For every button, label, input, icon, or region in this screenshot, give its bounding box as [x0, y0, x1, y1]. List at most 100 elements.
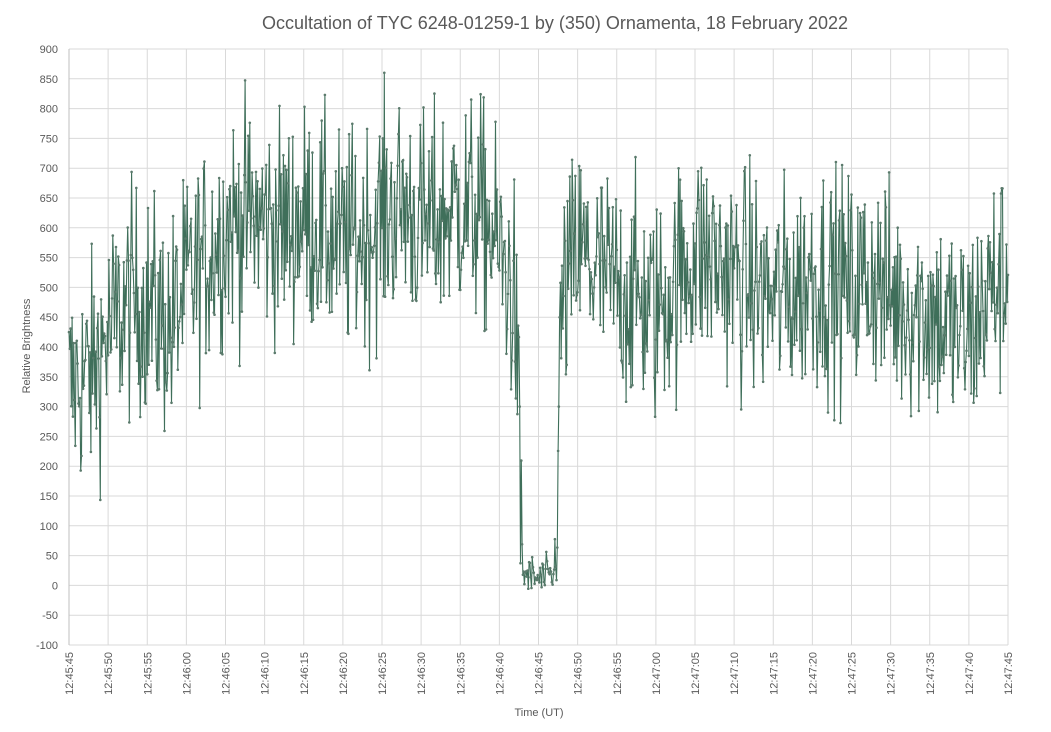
data-point [748, 154, 752, 157]
data-point [692, 222, 695, 225]
data-point [397, 132, 400, 136]
data-point [482, 96, 486, 99]
data-point [958, 333, 961, 337]
data-point [787, 305, 791, 309]
data-point [380, 226, 384, 230]
data-point [851, 249, 854, 252]
data-point [1005, 300, 1009, 304]
data-point [647, 299, 651, 302]
data-point [299, 200, 302, 203]
data-point [318, 141, 322, 144]
data-point [333, 258, 337, 262]
y-axis-label: Relative Brightness [21, 298, 33, 393]
data-point [289, 235, 293, 238]
data-point [193, 245, 197, 248]
data-point [875, 326, 878, 330]
data-point [217, 176, 221, 180]
data-point [370, 246, 374, 249]
data-point [594, 273, 597, 277]
data-point [709, 278, 712, 281]
data-point [707, 214, 711, 218]
data-point [455, 187, 459, 191]
data-point [526, 569, 529, 572]
data-point [553, 537, 557, 541]
data-point [282, 153, 285, 157]
data-point [691, 332, 694, 336]
data-point [445, 234, 449, 238]
data-point [603, 259, 607, 262]
data-point [883, 190, 887, 193]
data-point [540, 585, 543, 589]
data-point [171, 214, 175, 218]
data-point [923, 356, 926, 359]
data-point [462, 256, 465, 260]
data-point [210, 298, 213, 302]
data-point [952, 277, 956, 280]
data-point [498, 269, 501, 272]
data-point [191, 288, 194, 291]
data-point [520, 459, 523, 462]
data-point [421, 241, 425, 245]
data-point [460, 251, 464, 255]
y-tick-label: 850 [40, 74, 58, 86]
y-tick-label: 150 [40, 491, 58, 503]
data-point [1005, 243, 1008, 246]
data-point [184, 237, 187, 240]
data-point [72, 341, 75, 345]
data-point [365, 127, 369, 131]
data-point [656, 273, 660, 276]
data-point [858, 211, 862, 215]
data-point [736, 298, 739, 301]
data-point [113, 336, 116, 340]
data-point [367, 242, 371, 245]
data-point [424, 212, 428, 216]
data-point [711, 195, 715, 198]
data-point [203, 160, 206, 163]
data-point [277, 204, 281, 207]
data-point [189, 224, 192, 228]
y-tick-label: 350 [40, 372, 58, 384]
data-point [272, 284, 276, 288]
data-point [822, 179, 825, 182]
data-point [657, 329, 661, 333]
data-point [785, 248, 788, 251]
data-point [400, 248, 403, 252]
data-point [343, 220, 347, 224]
data-point [220, 288, 223, 292]
data-point [723, 330, 726, 333]
data-point [271, 203, 275, 206]
data-point [675, 343, 679, 347]
data-point [157, 387, 161, 391]
data-point [146, 373, 149, 376]
data-point [560, 264, 564, 268]
data-point [515, 253, 518, 257]
data-point [168, 295, 172, 299]
data-point [510, 359, 514, 362]
data-point [917, 409, 921, 413]
data-point [294, 186, 298, 189]
data-point [466, 244, 470, 248]
data-point [368, 368, 371, 372]
data-point [726, 224, 730, 227]
data-point [440, 194, 443, 198]
x-axis-label: Time (UT) [514, 707, 563, 719]
data-point [687, 301, 690, 305]
data-point [176, 368, 180, 372]
data-point [358, 219, 362, 222]
data-point [610, 254, 613, 258]
data-point [290, 249, 294, 253]
data-point [556, 449, 560, 453]
data-point [595, 197, 599, 200]
data-point [385, 148, 389, 151]
data-point [628, 362, 631, 366]
data-point [833, 272, 837, 275]
data-point [871, 271, 874, 275]
data-point [403, 186, 407, 190]
data-point [573, 232, 576, 235]
x-tick-label: 12:47:40 [964, 652, 976, 695]
data-point [453, 190, 457, 193]
data-point [948, 353, 952, 357]
data-point [183, 204, 187, 207]
data-point [873, 252, 877, 256]
data-point [159, 249, 162, 253]
